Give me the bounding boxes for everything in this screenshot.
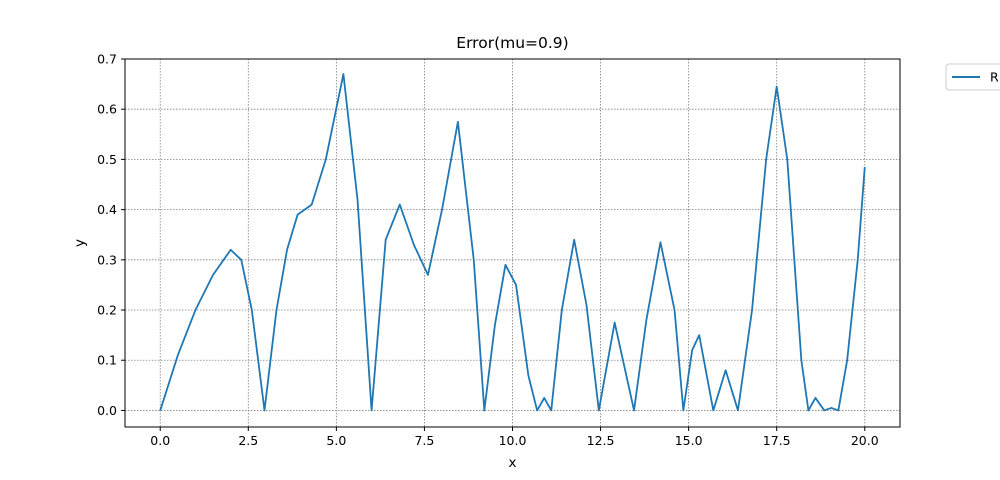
y-tick-label: 0.2 [97,303,117,318]
chart-title: Error(mu=0.9) [456,34,568,52]
x-tick-label: 2.5 [238,433,258,448]
x-tick-label: 12.5 [587,433,615,448]
series-layer [159,73,866,412]
legend: R [945,63,1000,91]
x-tick-label: 15.0 [675,433,703,448]
y-tick-label: 0.3 [97,252,117,267]
x-tick-label: 20.0 [851,433,879,448]
y-tick-label: 0.1 [97,353,117,368]
x-axis-label: x [509,455,517,471]
series-line [159,73,866,412]
x-tick-label: 17.5 [763,433,791,448]
x-tick-label: 0.0 [150,433,170,448]
y-axis-label: y [72,239,88,247]
legend-label: R [990,70,999,85]
y-tick-label: 0.4 [97,202,117,217]
x-tick-label: 10.0 [499,433,527,448]
y-tick-label: 0.7 [97,52,117,67]
x-tick-label: 7.5 [414,433,434,448]
y-tick-label: 0.5 [97,152,117,167]
axis-ticks: 0.0 2.5 5.0 7.5 10.0 12.5 15.0 17.5 20.0 0.0 0.1 0.… [97,52,879,449]
x-tick-label: 5.0 [326,433,346,448]
y-tick-label: 0.6 [97,102,117,117]
y-tick-label: 0.0 [97,403,117,418]
